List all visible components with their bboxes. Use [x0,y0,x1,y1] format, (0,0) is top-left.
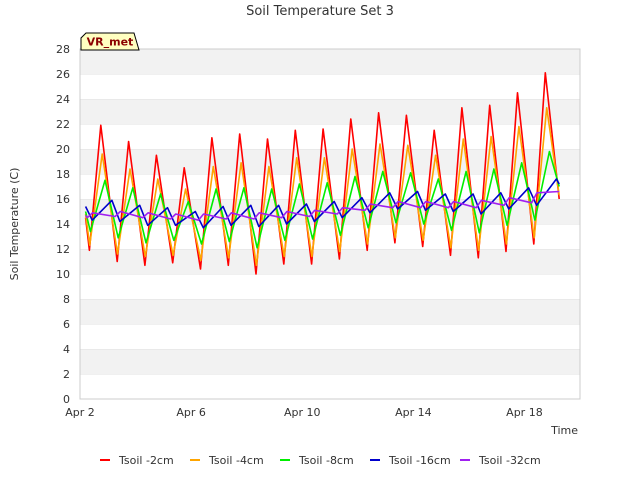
y-tick-label: 20 [56,143,70,156]
grid-band [80,74,580,99]
y-tick-label: 8 [63,293,70,306]
series-lines [84,72,560,275]
x-tick-label: Apr 2 [65,406,95,419]
y-tick-label: 0 [63,393,70,406]
y-tick-label: 4 [63,343,70,356]
legend-label: Tsoil -4cm [208,454,264,467]
badge-label: VR_met [87,36,134,49]
plot-frame [79,48,581,400]
x-tick-label: Apr 10 [284,406,321,419]
legend-label: Tsoil -32cm [478,454,541,467]
legend: Tsoil -2cm Tsoil -4cm Tsoil -8cm Tsoil -16c… [100,454,541,467]
grid-band [80,349,580,374]
grid-band [80,249,580,274]
grid-band [80,374,580,399]
legend-label: Tsoil -16cm [388,454,451,467]
y-tick-label: 22 [56,118,70,131]
y-tick-label: 28 [56,43,70,56]
y-tick-label: 12 [56,243,70,256]
x-tick-label: Apr 18 [506,406,543,419]
x-tick-label: Apr 6 [176,406,206,419]
y-axis-label: Soil Temperature (C) [8,168,21,281]
x-axis-label: Time [550,424,578,437]
y-tick-label: 10 [56,268,70,281]
grid-band [80,324,580,349]
badge-shape [80,32,140,51]
y-tick-label: 14 [56,218,70,231]
vr-met-badge: VR_met [80,32,140,51]
y-tick-label: 18 [56,168,70,181]
x-tick-label: Apr 14 [395,406,432,419]
chart-title: Soil Temperature Set 3 [246,4,394,19]
grid-band [80,299,580,324]
series-line-tsoil-4cm [84,107,560,267]
grid-band [80,224,580,249]
y-tick-label: 24 [56,93,70,106]
grid-band [80,124,580,149]
y-tick-label: 2 [63,368,70,381]
grid-band [80,99,580,124]
y-tick-label: 6 [63,318,70,331]
legend-label: Tsoil -8cm [298,454,354,467]
grid-band [80,49,580,74]
x-axis-ticks: Apr 2 Apr 6 Apr 10 Apr 14 Apr 18 [65,406,542,419]
y-tick-label: 16 [56,193,70,206]
grid-band [80,274,580,299]
series-line-tsoil-32cm [84,190,560,221]
legend-label: Tsoil -2cm [118,454,174,467]
grid-bands [80,48,580,399]
y-tick-label: 26 [56,68,70,81]
